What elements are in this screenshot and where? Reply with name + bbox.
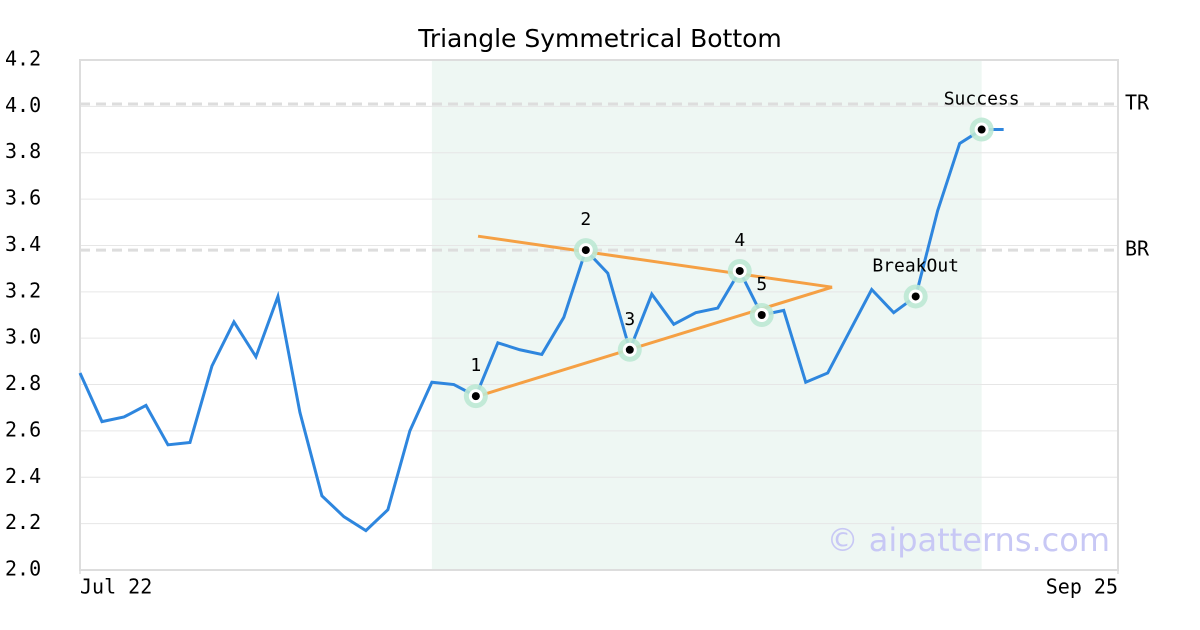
point-label: 4 — [734, 230, 745, 251]
point-dot — [757, 311, 766, 319]
plot-frame — [79, 59, 1119, 571]
level-label: BR — [1125, 237, 1150, 261]
y-tick-label: 3.2 — [5, 278, 41, 302]
y-tick-label: 3.4 — [5, 232, 41, 256]
point-label: Success — [944, 89, 1020, 110]
y-tick-label: 2.6 — [5, 417, 41, 441]
y-tick-label: 2.0 — [5, 557, 41, 581]
point-label: 3 — [624, 309, 635, 330]
level-label: TR — [1125, 91, 1150, 115]
y-tick-label: 2.4 — [5, 464, 41, 488]
trendline — [477, 234, 833, 289]
point-dot — [911, 292, 920, 301]
y-tick-label: 4.0 — [5, 93, 41, 117]
y-tick-label: 2.8 — [5, 371, 41, 395]
pattern-region — [431, 60, 982, 570]
y-tick-label: 2.2 — [5, 510, 41, 534]
x-tick-label: Sep 25 — [1046, 575, 1118, 599]
point-dot — [625, 345, 634, 354]
point-label: 2 — [580, 209, 591, 230]
point-dot — [581, 246, 590, 255]
y-tick-label: 4.2 — [5, 47, 41, 71]
y-tick-label: 3.0 — [5, 325, 41, 349]
point-label: 5 — [756, 274, 767, 295]
chart-title: Triangle Symmetrical Bottom — [417, 24, 782, 53]
y-tick-label: 3.6 — [5, 186, 41, 210]
price-line — [78, 128, 1004, 533]
trendline — [477, 285, 833, 398]
point-dot — [977, 125, 986, 134]
y-tick-label: 3.8 — [5, 139, 41, 163]
point-dot — [471, 392, 480, 401]
watermark: © aipatterns.com — [827, 521, 1110, 559]
point-label: BreakOut — [872, 255, 959, 276]
point-label: 1 — [470, 355, 481, 376]
x-tick-label: Jul 22 — [80, 575, 152, 599]
point-dot — [735, 266, 744, 275]
